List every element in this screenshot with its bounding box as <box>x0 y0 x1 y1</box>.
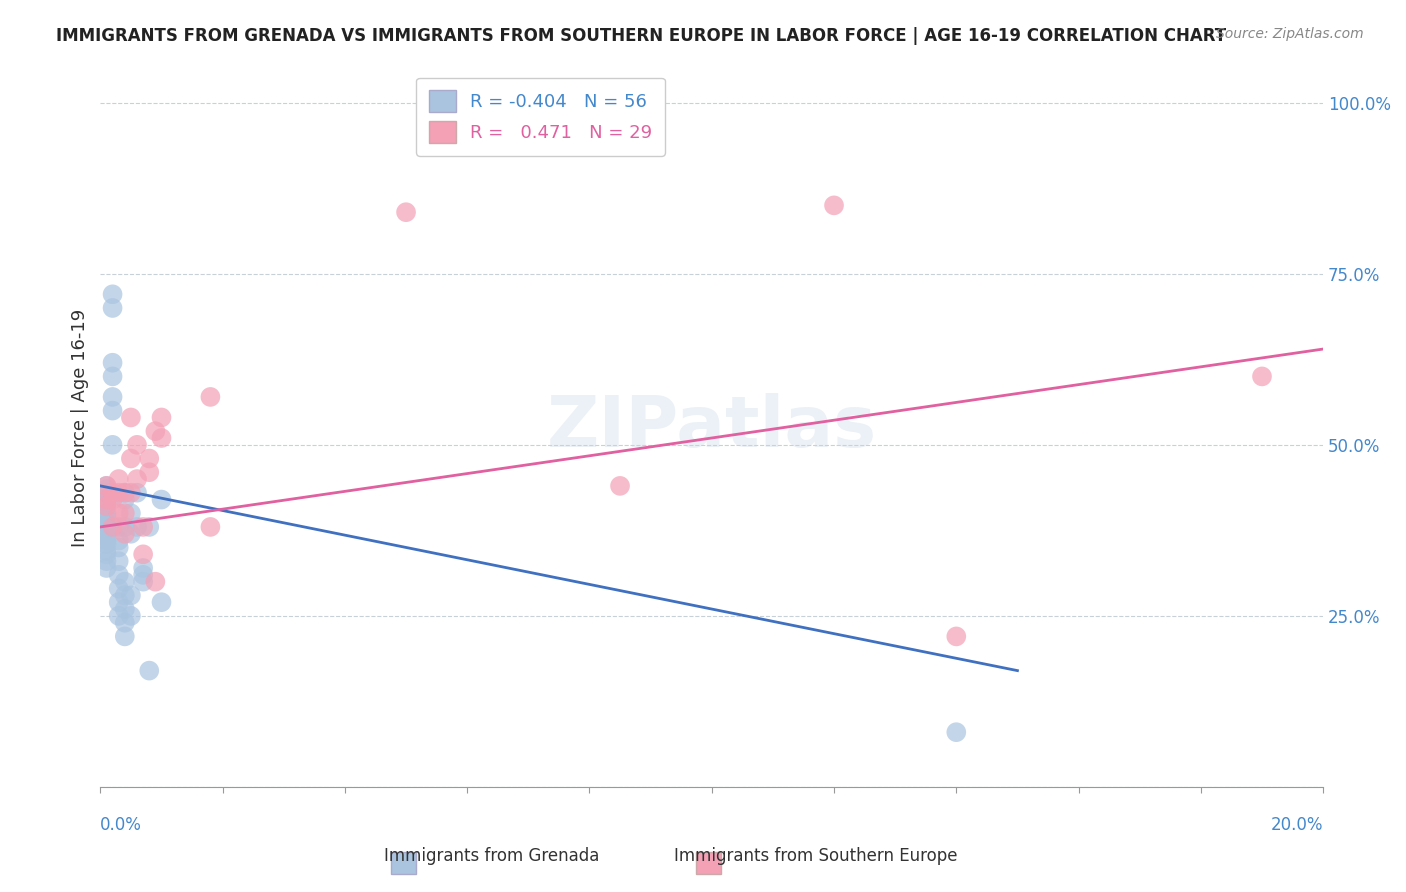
Point <box>125 438 148 452</box>
Point <box>107 520 129 534</box>
Point <box>1251 369 1274 384</box>
Point <box>96 496 118 510</box>
Legend: R = -0.404   N = 56, R =   0.471   N = 29: R = -0.404 N = 56, R = 0.471 N = 29 <box>416 78 665 156</box>
Point <box>96 544 118 558</box>
Point <box>120 506 142 520</box>
Point <box>114 506 136 520</box>
Point <box>107 567 129 582</box>
Point <box>96 526 118 541</box>
Point <box>132 574 155 589</box>
Point <box>132 561 155 575</box>
Point <box>101 520 124 534</box>
Point <box>101 356 124 370</box>
Point <box>101 403 124 417</box>
Point <box>150 410 173 425</box>
Point <box>200 520 222 534</box>
Bar <box>391 852 416 874</box>
Point <box>96 500 118 514</box>
Point <box>96 516 118 531</box>
Point <box>945 725 967 739</box>
Point <box>107 595 129 609</box>
Point <box>114 485 136 500</box>
Point <box>107 533 129 548</box>
Bar <box>696 852 721 874</box>
Point <box>107 472 129 486</box>
Text: ZIPatlas: ZIPatlas <box>547 393 877 462</box>
Point <box>96 479 118 493</box>
Point <box>107 485 129 500</box>
Point <box>114 526 136 541</box>
Point <box>96 547 118 561</box>
Text: 0.0%: 0.0% <box>100 815 142 834</box>
Point <box>101 287 124 301</box>
Point <box>101 369 124 384</box>
Point <box>132 520 155 534</box>
Point <box>120 410 142 425</box>
Point <box>125 520 148 534</box>
Point <box>138 664 160 678</box>
Text: 20.0%: 20.0% <box>1271 815 1323 834</box>
Point <box>107 608 129 623</box>
Point <box>101 492 124 507</box>
Point <box>125 472 148 486</box>
Point <box>114 485 136 500</box>
Point <box>96 492 118 507</box>
Point <box>395 205 418 219</box>
Point <box>107 554 129 568</box>
Point <box>96 561 118 575</box>
Point <box>96 537 118 551</box>
Point <box>107 582 129 596</box>
Point <box>96 500 118 514</box>
Y-axis label: In Labor Force | Age 16-19: In Labor Force | Age 16-19 <box>72 309 89 547</box>
Text: IMMIGRANTS FROM GRENADA VS IMMIGRANTS FROM SOUTHERN EUROPE IN LABOR FORCE | AGE : IMMIGRANTS FROM GRENADA VS IMMIGRANTS FR… <box>56 27 1226 45</box>
Point <box>120 451 142 466</box>
Point <box>101 390 124 404</box>
Point <box>96 506 118 520</box>
Point <box>120 485 142 500</box>
Point <box>96 533 118 548</box>
Point <box>145 574 167 589</box>
Point <box>145 424 167 438</box>
Point <box>114 629 136 643</box>
Point <box>96 483 118 497</box>
Point <box>107 541 129 555</box>
Point <box>114 520 136 534</box>
Point <box>114 602 136 616</box>
Point <box>132 567 155 582</box>
Text: Source: ZipAtlas.com: Source: ZipAtlas.com <box>1216 27 1364 41</box>
Point <box>200 390 222 404</box>
Point <box>101 485 124 500</box>
Point <box>150 595 173 609</box>
Point <box>101 438 124 452</box>
Point <box>114 588 136 602</box>
Point <box>114 492 136 507</box>
Point <box>114 615 136 630</box>
Point <box>138 520 160 534</box>
Point <box>96 485 118 500</box>
Point <box>150 492 173 507</box>
Point <box>138 451 160 466</box>
Point <box>132 547 155 561</box>
Text: Immigrants from Grenada: Immigrants from Grenada <box>384 847 600 865</box>
Point <box>945 629 967 643</box>
Point <box>823 198 845 212</box>
Point <box>107 506 129 520</box>
Point <box>150 431 173 445</box>
Point <box>138 465 160 479</box>
Point <box>120 608 142 623</box>
Point <box>120 588 142 602</box>
Point <box>96 530 118 544</box>
Point <box>120 526 142 541</box>
Point <box>609 479 631 493</box>
Point <box>96 479 118 493</box>
Point <box>114 574 136 589</box>
Point <box>125 485 148 500</box>
Text: Immigrants from Southern Europe: Immigrants from Southern Europe <box>673 847 957 865</box>
Point <box>96 513 118 527</box>
Point <box>96 520 118 534</box>
Point <box>96 492 118 507</box>
Point <box>96 509 118 524</box>
Point <box>101 301 124 315</box>
Point <box>96 554 118 568</box>
